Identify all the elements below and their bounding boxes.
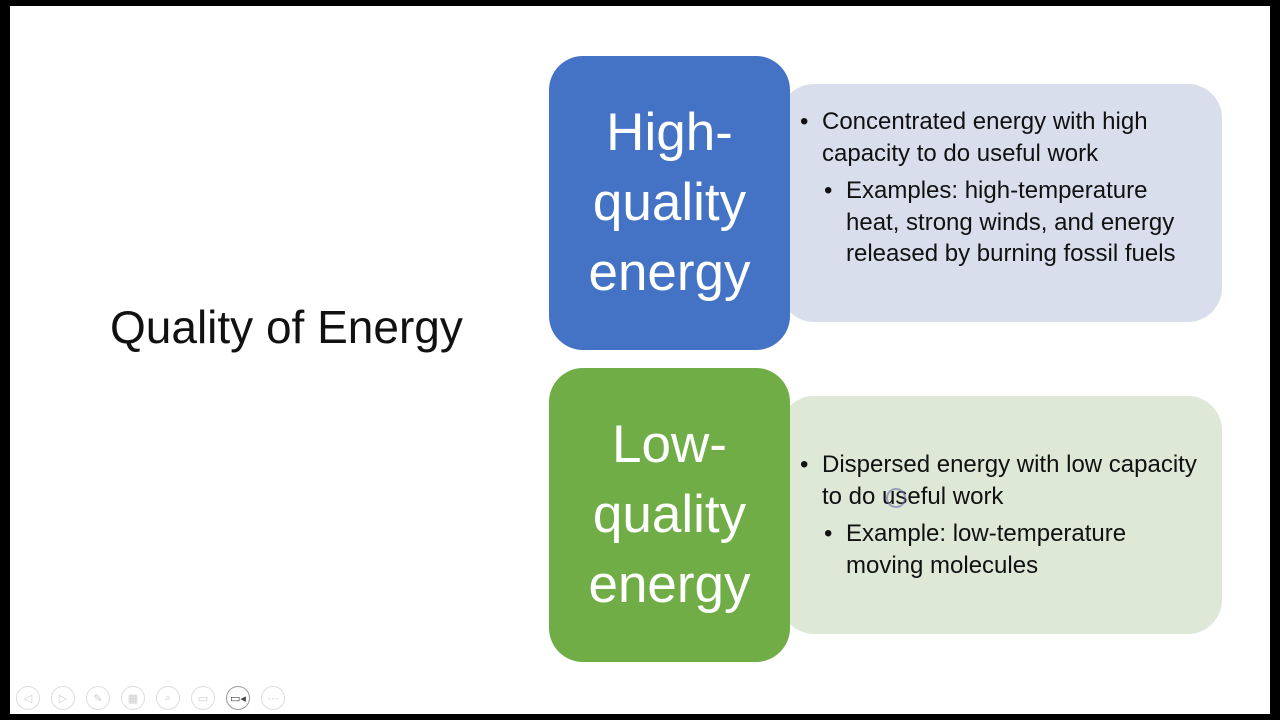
- sub-bullet: Example: low-temperature moving molecule…: [824, 518, 1200, 581]
- more-icon[interactable]: ⋯: [261, 686, 285, 710]
- bullet: Concentrated energy with high capacity t…: [800, 106, 1200, 169]
- laser-pointer-cursor: [886, 488, 906, 508]
- high-quality-bullets: Concentrated energy with high capacity t…: [800, 106, 1200, 270]
- slides-icon[interactable]: ▦: [121, 686, 145, 710]
- next-icon[interactable]: ▷: [51, 686, 75, 710]
- low-quality-panel: [780, 396, 1222, 634]
- slideshow-toolbar: ◁ ▷ ✎ ▦ ⌕ ▭ ▭◂ ⋯: [16, 686, 285, 710]
- bullet: Dispersed energy with low capacity to do…: [800, 449, 1200, 512]
- high-quality-label-box: High- quality energy: [549, 56, 790, 350]
- zoom-icon[interactable]: ⌕: [156, 686, 180, 710]
- slide-title: Quality of Energy: [110, 301, 463, 353]
- low-quality-bullets: Dispersed energy with low capacity to do…: [800, 449, 1200, 581]
- sub-bullet: Examples: high-temperature heat, strong …: [824, 175, 1200, 270]
- pen-icon[interactable]: ✎: [86, 686, 110, 710]
- previous-icon[interactable]: ◁: [16, 686, 40, 710]
- slide: Quality of Energy High- quality energy C…: [10, 6, 1270, 714]
- low-quality-label-box: Low- quality energy: [549, 368, 790, 662]
- video-icon[interactable]: ▭◂: [226, 686, 250, 710]
- subtitles-icon[interactable]: ▭: [191, 686, 215, 710]
